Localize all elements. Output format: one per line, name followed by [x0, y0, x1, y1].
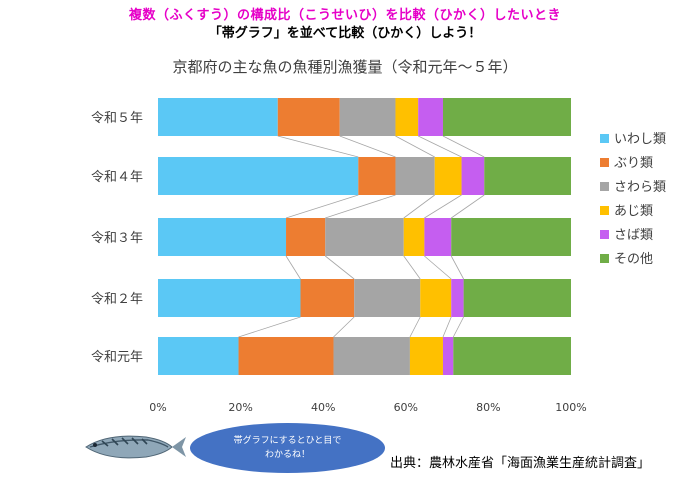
bar-segment: [300, 279, 355, 317]
series-line: [333, 316, 355, 338]
bar-segment: [434, 157, 462, 195]
bar-segment: [424, 218, 452, 256]
bar-segment: [395, 98, 419, 136]
bar-segment: [403, 218, 425, 256]
bar-segment: [325, 218, 404, 256]
bar-segment: [158, 218, 287, 256]
chart-title: 京都府の主な魚の魚種別漁獲量（令和元年～５年）: [172, 58, 518, 76]
bar-segment: [158, 98, 278, 136]
series-line: [238, 316, 301, 338]
legend-swatch: [600, 254, 609, 263]
mackerel-icon: [85, 435, 186, 459]
legend-label: あじ類: [614, 204, 653, 219]
series-line: [285, 194, 359, 219]
series-line: [339, 135, 396, 158]
bar-segment: [158, 337, 239, 375]
bar-segment: [453, 337, 571, 375]
bar-segment: [420, 279, 452, 317]
bar-segment: [158, 157, 359, 195]
bar-segment: [277, 98, 340, 136]
series-line: [403, 194, 435, 219]
series-line: [403, 255, 421, 280]
series-line: [424, 194, 462, 219]
legend-swatch: [600, 230, 609, 239]
source-note: 出典：農林水産省「海面漁業生産統計調査」: [390, 456, 651, 471]
heading-line2: 「帯グラフ」を並べて比較（ひかく）しよう！: [208, 26, 482, 41]
series-line: [452, 316, 464, 338]
legend-label: いわし類: [614, 132, 666, 147]
series-lines: [238, 135, 485, 338]
bar-segment: [442, 98, 571, 136]
legend-swatch: [600, 206, 609, 215]
bar-segment: [286, 218, 326, 256]
series-line: [424, 255, 452, 280]
bar-segment: [451, 218, 571, 256]
category-label: 令和元年: [91, 350, 143, 365]
x-tick-label: 80%: [476, 401, 500, 414]
series-line: [418, 135, 462, 158]
bar-segment: [354, 279, 421, 317]
bar-segment: [442, 337, 454, 375]
bar-segment: [358, 157, 396, 195]
bar-segment: [409, 337, 443, 375]
legend-swatch: [600, 182, 609, 191]
bar-segment: [339, 98, 396, 136]
series-line: [442, 316, 452, 338]
series-line: [325, 194, 396, 219]
bar-segment: [158, 279, 301, 317]
x-tick-label: 0%: [149, 401, 166, 414]
bar-segment: [418, 98, 443, 136]
bar-segment: [395, 157, 435, 195]
legend-swatch: [600, 158, 609, 167]
x-tick-label: 20%: [228, 401, 252, 414]
category-label: 令和２年: [91, 292, 143, 307]
series-line: [325, 255, 355, 280]
series-line: [442, 135, 485, 158]
legend-label: その他: [614, 252, 653, 267]
x-tick-label: 40%: [311, 401, 335, 414]
legend-label: さば類: [614, 228, 653, 243]
bar-segment: [463, 279, 571, 317]
legend-label: さわら類: [614, 180, 666, 195]
bar-segment: [238, 337, 334, 375]
bar-segment: [461, 157, 485, 195]
bubble-text-line2: わかるね！: [264, 450, 310, 460]
series-line: [277, 135, 359, 158]
bubble-text-line1: 帯グラフにするとひと目で: [233, 436, 342, 446]
series-line: [450, 255, 464, 280]
speech-bubble: 帯グラフにするとひと目で わかるね！: [190, 423, 385, 473]
bar-segment: [333, 337, 410, 375]
x-tick-label: 60%: [394, 401, 418, 414]
bar-segment: [484, 157, 571, 195]
category-label: 令和３年: [91, 231, 143, 246]
series-line: [285, 255, 301, 280]
heading-line1: 複数（ふくすう）の構成比（こうせいひ）を比較（ひかく）したいとき: [128, 8, 561, 23]
category-label: 令和４年: [91, 170, 143, 185]
legend-label: ぶり類: [614, 156, 653, 171]
series-line: [409, 316, 421, 338]
legend-swatch: [600, 134, 609, 143]
series-line: [395, 135, 435, 158]
bar-segment: [451, 279, 464, 317]
x-tick-label: 100%: [555, 401, 586, 414]
series-line: [451, 194, 485, 219]
category-label: 令和５年: [91, 111, 143, 126]
